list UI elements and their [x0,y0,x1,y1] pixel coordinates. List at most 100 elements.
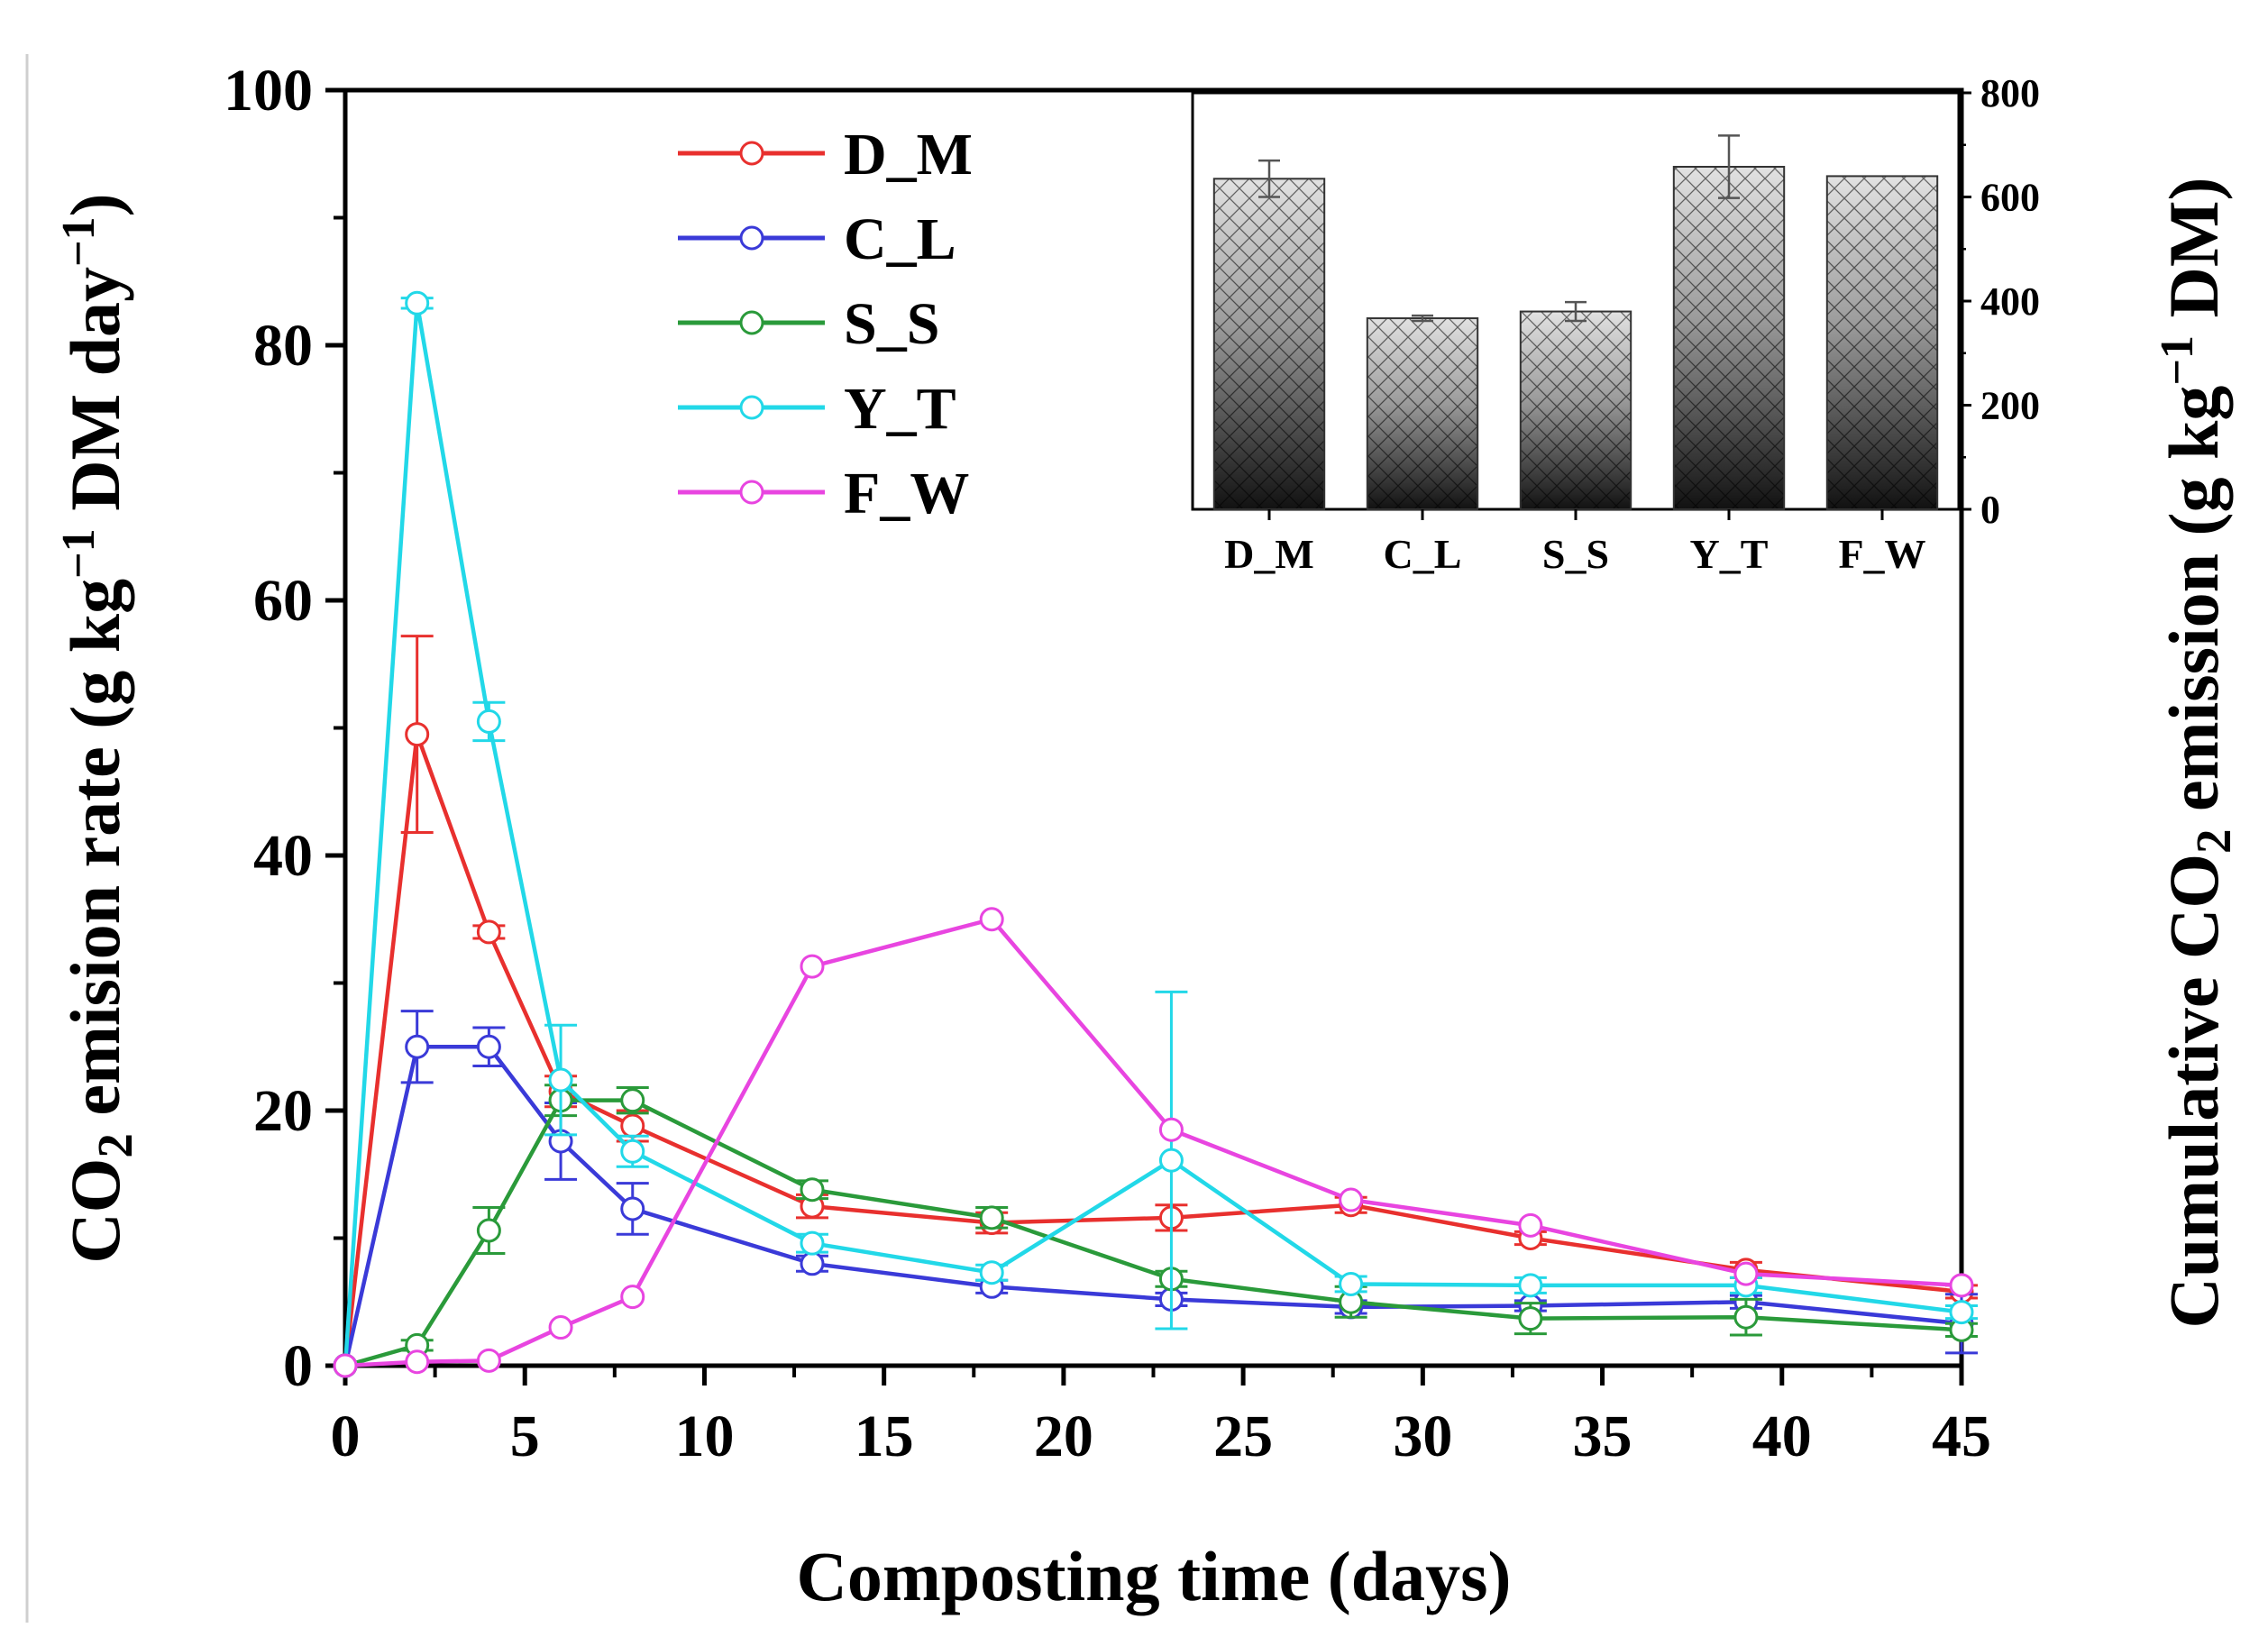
data-point [620,1139,645,1164]
y-tick-label: 0 [283,1333,313,1399]
series-C_L [333,1010,1978,1378]
data-point [548,1315,573,1340]
data-point [405,1034,430,1059]
data-point [620,1113,645,1139]
y-tick-label: 100 [224,58,313,123]
data-point [800,1177,825,1203]
series-F_W [333,907,1974,1378]
x-tick-label: 25 [1213,1404,1273,1469]
y-tick-label: 60 [253,568,313,634]
series-line [344,1098,1962,1368]
y-axis-title-end: ) [56,193,134,216]
y-axis-title-sub: 2 [87,1133,142,1158]
data-point [979,1205,1004,1230]
x-tick-label: 10 [674,1404,734,1469]
data-point [620,1088,645,1113]
right-axis-title-text: emission (g kg [2154,386,2233,829]
right-axis-title-prefix: Cumulative CO [2154,854,2233,1329]
series-D_M [333,635,1978,1378]
legend-marker [739,310,764,335]
x-tick-label: 45 [1932,1404,1991,1469]
series-line [343,301,1962,1367]
data-point [800,1251,825,1276]
y-axis-title: CO2 emision rate (g kg−1 DM day−1) [53,193,142,1263]
series-line [343,732,1962,1367]
data-point [405,290,430,316]
right-axis-title-sup: −1 [2152,335,2203,386]
data-point [405,722,430,747]
data-point [1733,1261,1759,1286]
x-tick-label: 35 [1573,1404,1632,1469]
inset-bar-hatch [1672,166,1786,510]
y-axis-title-sup2: −1 [53,216,105,267]
data-point [1518,1212,1543,1238]
x-tick-label: 0 [331,1404,361,1469]
legend-marker [739,141,764,166]
inset-bar-S_S [1519,300,1632,510]
data-point [1158,1148,1184,1173]
legend-item-C_L: C_L [678,206,956,272]
data-point [620,1196,645,1221]
data-point [1518,1306,1543,1331]
legend-label: F_W [844,461,969,526]
inset-bar-hatch [1519,310,1632,510]
inset-bar-hatch [1825,175,1939,510]
data-point [1949,1300,1974,1325]
y-axis-title-text: emision rate (g kg [56,579,134,1133]
series-Y_T [333,290,1978,1378]
series-layer [333,290,1978,1378]
y-tick-label: 40 [253,823,313,889]
inset-ticks: D_M C_L S_S Y_T F_W 0 200 400 600 800 [1224,71,2040,577]
right-axis-title: Cumulative CO2 emission (g kg−1 DM) [2152,178,2241,1329]
x-axis-title: Composting time (days) [797,1537,1512,1615]
data-point [1158,1117,1184,1142]
inset-category-label: D_M [1224,531,1314,577]
x-tick-label: 20 [1034,1404,1093,1469]
inset-bar-D_M [1212,159,1326,510]
inset-bar-C_L [1366,314,1479,510]
legend-item-Y_T: Y_T [678,376,956,442]
x-tick-label: 15 [855,1404,914,1469]
data-point [620,1285,645,1310]
y-tick-labels: 0 20 40 60 80 100 [224,58,313,1399]
data-point [979,907,1004,932]
y-tick-label: 20 [253,1078,313,1144]
data-point [476,1034,501,1059]
inset-y-tick-label: 600 [1980,176,2040,220]
inset-category-label: Y_T [1690,531,1769,577]
legend-item-S_S: S_S [678,291,939,357]
data-point [476,709,501,734]
x-tick-label: 40 [1752,1404,1812,1469]
legend-label: S_S [844,291,939,357]
inset-bar-hatch [1366,317,1479,510]
data-point [333,1353,358,1378]
legend-item-D_M: D_M [678,122,973,187]
inset-category-label: F_W [1838,531,1925,577]
inset-category-label: S_S [1542,531,1609,577]
x-tick-label: 30 [1393,1404,1452,1469]
inset-bar-F_W [1825,175,1939,510]
data-point [1518,1273,1543,1298]
inset-y-tick-label: 0 [1980,488,2000,532]
inset-bar-Y_T [1672,134,1786,510]
x-tick-label: 5 [510,1404,540,1469]
data-point [1339,1187,1364,1212]
right-axis-title-sub: 2 [2186,828,2241,854]
inset-category-label: C_L [1384,531,1462,577]
inset-y-tick-label: 200 [1980,384,2040,428]
right-axis-title-suffix: DM) [2154,178,2233,335]
data-point [1949,1273,1974,1298]
legend-label: C_L [844,206,956,272]
data-point [405,1349,430,1375]
legend-label: Y_T [844,376,956,442]
data-point [1339,1271,1364,1296]
inset-bars [1212,134,1939,510]
data-point [800,1230,825,1256]
legend-marker [739,225,764,251]
x-tick-labels: 0 5 10 15 20 25 30 35 40 45 [331,1404,1992,1469]
inset-bar-chart: D_M C_L S_S Y_T F_W 0 200 400 600 800 [1191,71,2040,577]
data-point [548,1067,573,1093]
data-point [476,1218,501,1243]
inset-bar-hatch [1212,178,1326,510]
